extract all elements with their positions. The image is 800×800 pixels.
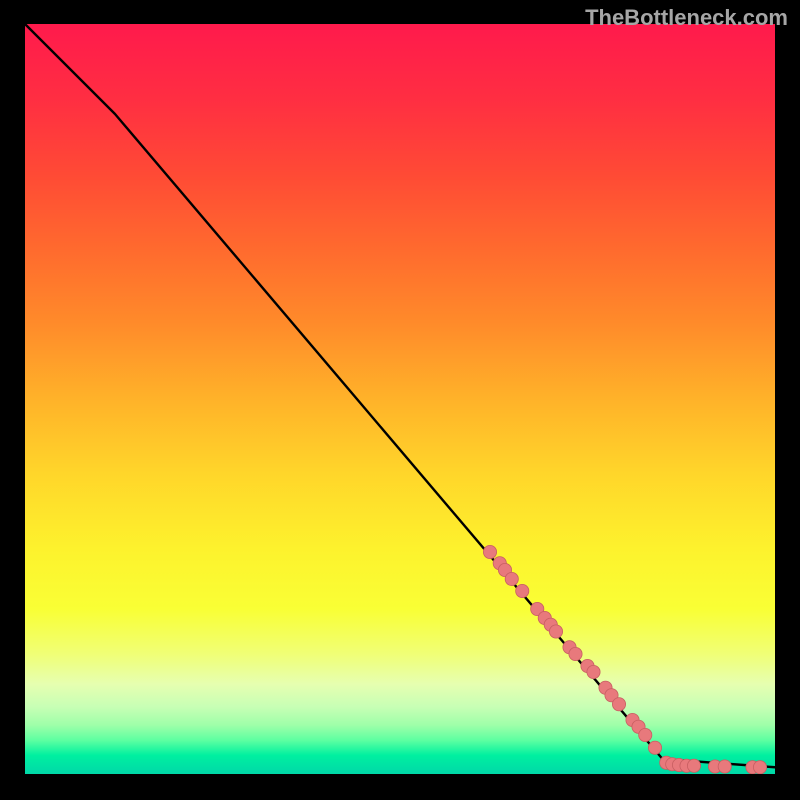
data-point-marker xyxy=(639,728,652,741)
data-point-marker xyxy=(687,759,700,772)
data-point-marker xyxy=(549,625,562,638)
line-chart-overlay xyxy=(25,24,775,774)
watermark-text: TheBottleneck.com xyxy=(585,5,788,31)
data-point-marker xyxy=(516,584,529,597)
data-point-marker xyxy=(612,698,625,711)
data-points-group xyxy=(483,545,766,773)
data-point-marker xyxy=(753,761,766,774)
bottleneck-line xyxy=(25,24,775,767)
data-point-marker xyxy=(648,741,661,754)
data-point-marker xyxy=(718,760,731,773)
data-point-marker xyxy=(505,572,518,585)
chart-plot-area xyxy=(25,24,775,774)
data-point-marker xyxy=(483,545,496,558)
data-point-marker xyxy=(587,665,600,678)
data-point-marker xyxy=(569,647,582,660)
